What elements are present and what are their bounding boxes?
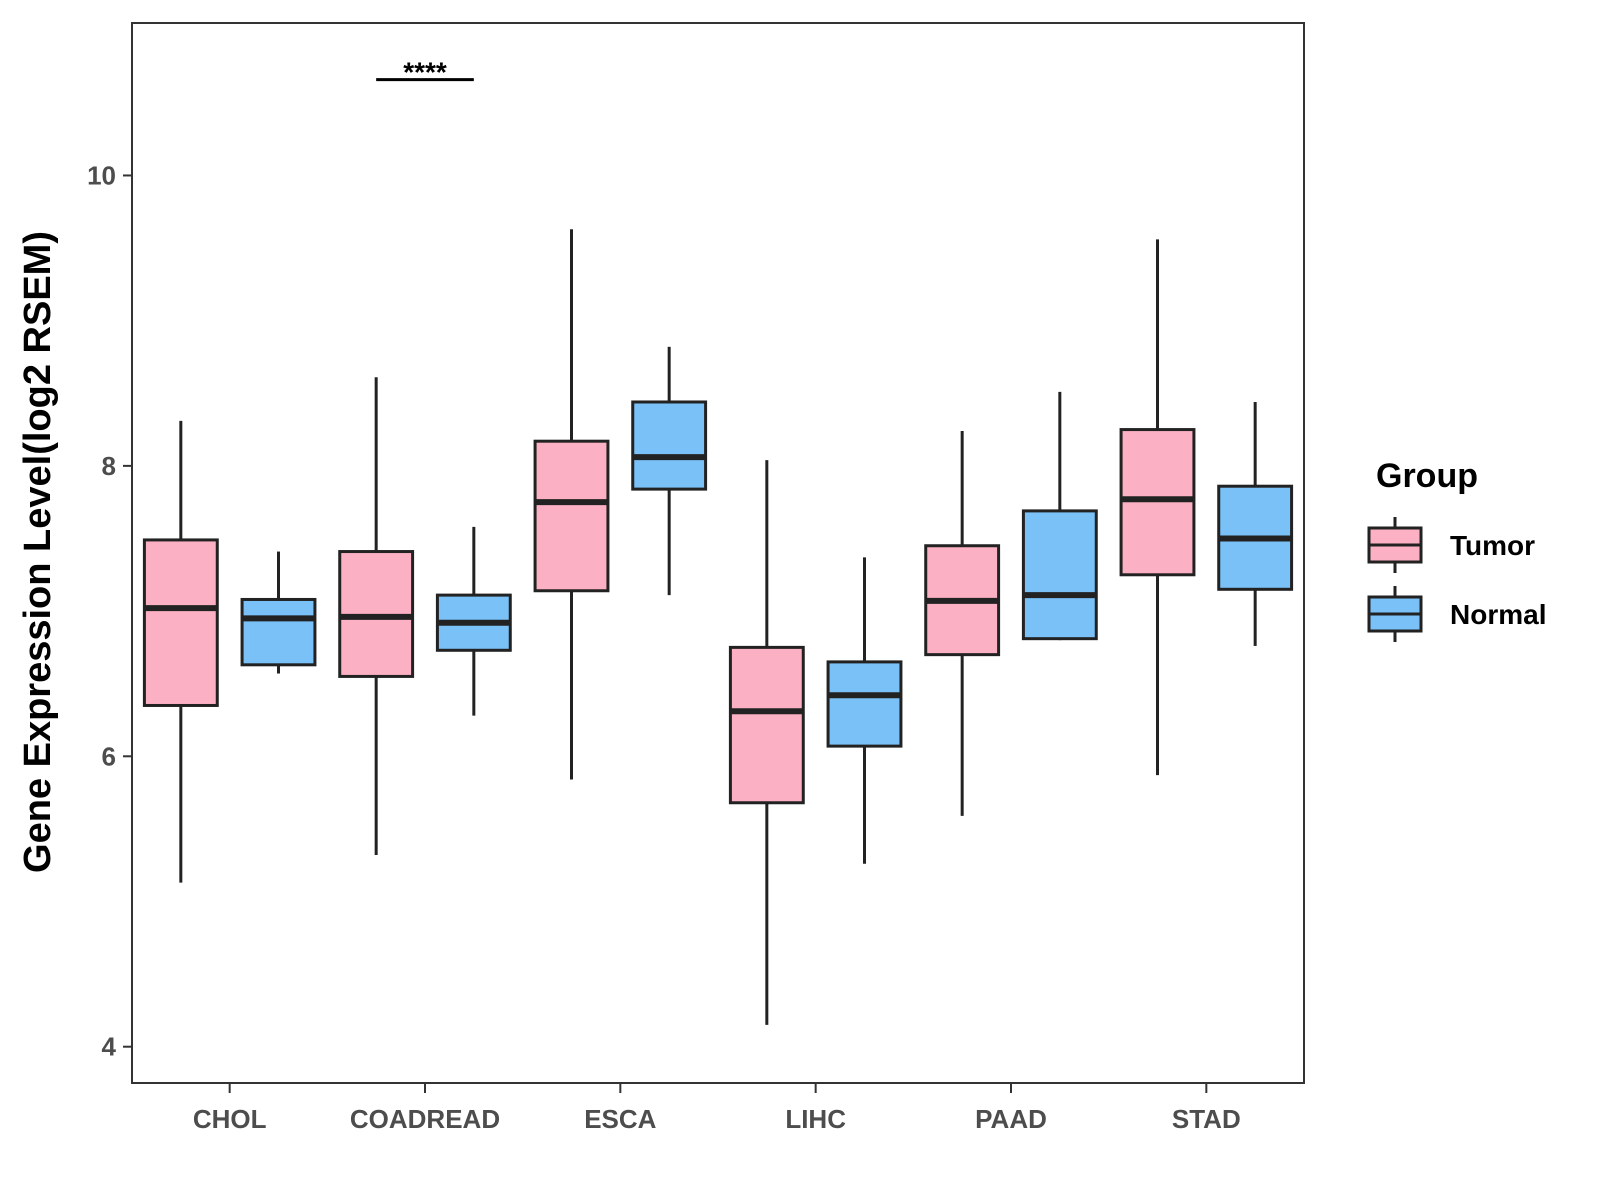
- y-tick-label: 8: [102, 451, 116, 481]
- box-body: [142, 538, 219, 707]
- box-tumor-esca: [533, 229, 610, 780]
- x-tick-label: COADREAD: [350, 1104, 500, 1134]
- x-tick-label: ESCA: [584, 1104, 656, 1134]
- series-tumor: [142, 229, 1196, 1025]
- box-body: [533, 439, 610, 593]
- x-tick-label: LIHC: [785, 1104, 846, 1134]
- y-tick-label: 4: [102, 1032, 117, 1062]
- series-normal: [240, 346, 1294, 864]
- x-tick-label: STAD: [1172, 1104, 1241, 1134]
- box-body: [728, 645, 805, 805]
- box-body: [240, 597, 317, 667]
- significance-annotations: ****: [376, 57, 474, 88]
- x-tick-label: PAAD: [975, 1104, 1047, 1134]
- box-tumor-chol: [142, 420, 219, 883]
- significance-label: ****: [403, 57, 447, 88]
- y-tick-label: 6: [102, 741, 116, 771]
- plot-area: [131, 22, 1305, 1084]
- y-axis-title: Gene Expression Level(log2 RSEM): [17, 231, 59, 873]
- box-normal-coadread: [435, 526, 512, 716]
- box-body: [1021, 509, 1098, 641]
- box-normal-chol: [240, 551, 317, 674]
- legend-item-normal: Normal: [1367, 586, 1546, 642]
- box-tumor-lihc: [728, 460, 805, 1025]
- box-body: [826, 660, 903, 748]
- box-normal-stad: [1217, 401, 1294, 646]
- x-tick-label: CHOL: [193, 1104, 267, 1134]
- box-normal-paad: [1021, 391, 1098, 641]
- box-normal-esca: [631, 346, 708, 596]
- box-body: [631, 400, 708, 491]
- box-tumor-paad: [924, 431, 1001, 816]
- panel-border: [131, 22, 1305, 1084]
- box-normal-lihc: [826, 557, 903, 864]
- y-tick-label: 10: [87, 160, 116, 190]
- legend-label-tumor: Tumor: [1450, 530, 1535, 561]
- y-axis: 4 6 8 10: [87, 160, 132, 1062]
- legend-item-tumor: Tumor: [1367, 517, 1535, 573]
- box-tumor-stad: [1119, 239, 1196, 776]
- legend-label-normal: Normal: [1450, 599, 1546, 630]
- box-tumor-coadread: [338, 377, 415, 856]
- legend-title: Group: [1376, 457, 1478, 495]
- x-axis: CHOL COADREAD ESCA LIHC PAAD STAD: [193, 1083, 1241, 1134]
- legend: Group Tumor Normal: [1367, 457, 1546, 642]
